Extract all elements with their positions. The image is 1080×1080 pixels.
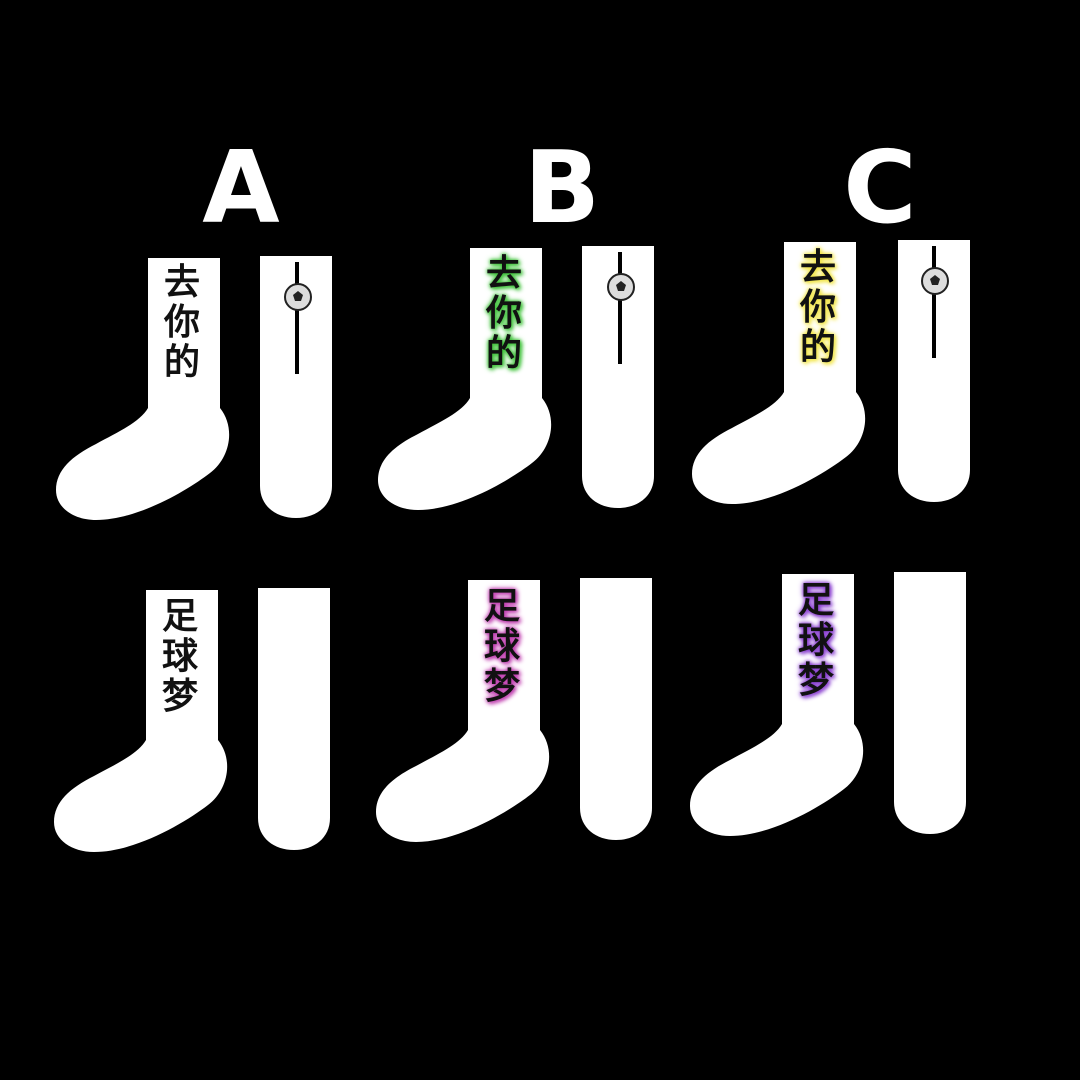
soccer-ball-icon (284, 283, 312, 311)
glyph: 的 (164, 341, 201, 383)
glyph: 去 (164, 261, 201, 303)
glyph: 梦 (484, 665, 521, 707)
glyph: 足 (162, 595, 199, 637)
variant-label-c: C (843, 129, 917, 246)
sock-text-a-bottom: 足 球 梦 (162, 596, 198, 716)
sock-c-top-left (692, 242, 866, 504)
stripe-b (618, 252, 622, 364)
sock-text-a-top: 去 你 的 (164, 262, 200, 382)
variant-label-b: B (523, 129, 601, 246)
sock-b-bottom-left (376, 580, 550, 842)
glyph: 球 (798, 619, 835, 661)
sock-text-b-bottom: 足 球 梦 (484, 586, 520, 706)
glyph: 你 (486, 292, 523, 334)
sock-b-top-left (378, 248, 552, 510)
glyph: 梦 (162, 675, 199, 717)
soccer-ball-icon (607, 273, 635, 301)
sock-a-top-left (56, 258, 230, 520)
glyph: 的 (486, 332, 523, 374)
sock-a-bottom-left (54, 590, 228, 852)
soccer-ball-icon (921, 267, 949, 295)
glyph: 去 (800, 246, 837, 288)
glyph: 足 (484, 585, 521, 627)
glyph: 你 (800, 286, 837, 328)
sock-b-bottom-right (580, 578, 652, 840)
sock-c-bottom-right (894, 572, 966, 834)
glyph: 球 (162, 635, 199, 677)
stripe-a (295, 262, 299, 374)
sock-a-bottom-right (258, 588, 330, 850)
stripe-c (932, 246, 936, 358)
sock-text-c-bottom: 足 球 梦 (798, 580, 834, 700)
sock-c-bottom-left (690, 574, 864, 836)
variant-label-a: A (202, 129, 280, 246)
glyph: 球 (484, 625, 521, 667)
glyph: 你 (164, 301, 201, 343)
sock-text-c-top: 去 你 的 (800, 247, 836, 367)
sock-text-b-top: 去 你 的 (486, 253, 522, 373)
glyph: 去 (486, 252, 523, 294)
glyph: 足 (798, 579, 835, 621)
glyph: 梦 (798, 659, 835, 701)
glyph: 的 (800, 326, 837, 368)
